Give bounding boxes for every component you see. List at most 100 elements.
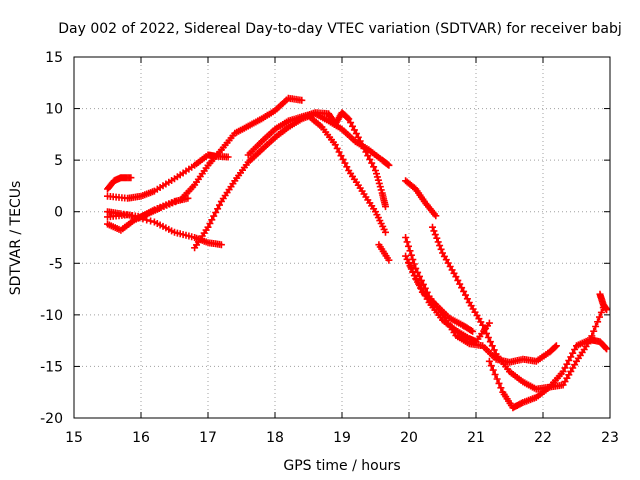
data-point [493, 375, 501, 383]
data-point [368, 159, 376, 167]
data-point [462, 291, 469, 299]
data-point [559, 368, 567, 376]
data-point [485, 357, 493, 365]
data-point [376, 183, 384, 191]
data-point [341, 159, 349, 167]
data-point [360, 144, 368, 152]
data-point [481, 325, 489, 333]
data-point [216, 201, 223, 209]
data-point [364, 152, 372, 160]
data-point [417, 284, 424, 292]
data-point [483, 329, 490, 337]
data-point [402, 234, 410, 241]
data-point [147, 217, 155, 225]
data-point [385, 256, 393, 264]
data-point [463, 295, 471, 303]
series-line [247, 111, 387, 207]
series-arc-5 [104, 211, 225, 249]
data-point [373, 173, 381, 181]
series-arc-8 [305, 112, 389, 236]
data-point [485, 319, 493, 327]
data-point [339, 155, 347, 163]
series-arc-14 [429, 223, 607, 393]
data-point [487, 362, 495, 370]
series-arc-15 [485, 336, 611, 412]
series-line [107, 97, 302, 232]
data-point [571, 346, 579, 353]
data-point [214, 205, 222, 213]
data-point [298, 96, 306, 104]
data-point [452, 273, 460, 281]
data-point [406, 247, 414, 255]
data-point [407, 251, 415, 259]
data-point [602, 344, 610, 352]
data-point [372, 167, 379, 174]
series-arc-2 [104, 151, 232, 202]
data-point [430, 227, 438, 235]
data-point [358, 141, 366, 149]
series-arc-10 [402, 177, 440, 220]
data-point [405, 242, 412, 250]
data-point [139, 215, 147, 223]
series-arc-16 [596, 290, 611, 314]
data-point [489, 366, 497, 374]
data-point [436, 242, 444, 250]
data-point [431, 231, 439, 239]
data-point [403, 238, 411, 246]
data-point [366, 155, 374, 163]
series-arc-1 [104, 174, 135, 193]
data-point [382, 203, 389, 211]
x-tick-label: 17 [199, 430, 217, 446]
data-point [206, 220, 214, 227]
data-point [432, 212, 440, 220]
x-tick-label: 22 [534, 430, 552, 446]
data-point [344, 114, 352, 122]
data-point [333, 144, 341, 152]
data-point [331, 141, 339, 149]
series-arc-9 [375, 241, 393, 264]
data-point [224, 153, 232, 161]
data-point [349, 122, 356, 130]
chart-title: Day 002 of 2022, Sidereal Day-to-day VTE… [58, 21, 621, 37]
data-point [352, 130, 360, 138]
data-point [552, 342, 560, 350]
data-point [382, 228, 389, 236]
y-tick-label: 10 [45, 102, 63, 118]
data-point [454, 276, 462, 284]
data-point [565, 357, 573, 364]
data-point [127, 174, 135, 182]
series-arc-3 [104, 94, 306, 234]
x-tick-labels: 15 16 17 18 19 20 21 22 23 [65, 430, 619, 446]
data-series [104, 94, 611, 412]
data-point [434, 238, 442, 246]
data-point [563, 360, 571, 368]
data-point [597, 308, 605, 316]
data-point [370, 163, 378, 171]
data-point [377, 186, 385, 194]
data-point [488, 342, 496, 350]
data-point [335, 148, 343, 156]
data-point [343, 163, 351, 171]
data-point [603, 345, 611, 353]
data-point [124, 211, 132, 219]
data-point [437, 245, 445, 253]
series-arc-7 [244, 109, 389, 211]
x-tick-label: 15 [65, 430, 83, 446]
data-point [469, 327, 477, 335]
y-tick-label: -10 [40, 308, 63, 324]
data-point [497, 384, 505, 392]
data-point [433, 234, 441, 242]
x-tick-label: 19 [333, 430, 351, 446]
data-point [347, 119, 355, 127]
data-point [592, 323, 600, 330]
data-point [596, 313, 603, 321]
data-point [569, 349, 577, 357]
data-point [486, 338, 494, 346]
data-point [374, 176, 382, 184]
data-point [458, 284, 466, 292]
data-point [460, 287, 468, 295]
series-arc-6 [191, 110, 393, 252]
y-tick-labels: 15 10 5 0 -5 -10 -15 -20 [40, 50, 63, 427]
data-point [491, 371, 499, 378]
data-point [590, 327, 598, 335]
